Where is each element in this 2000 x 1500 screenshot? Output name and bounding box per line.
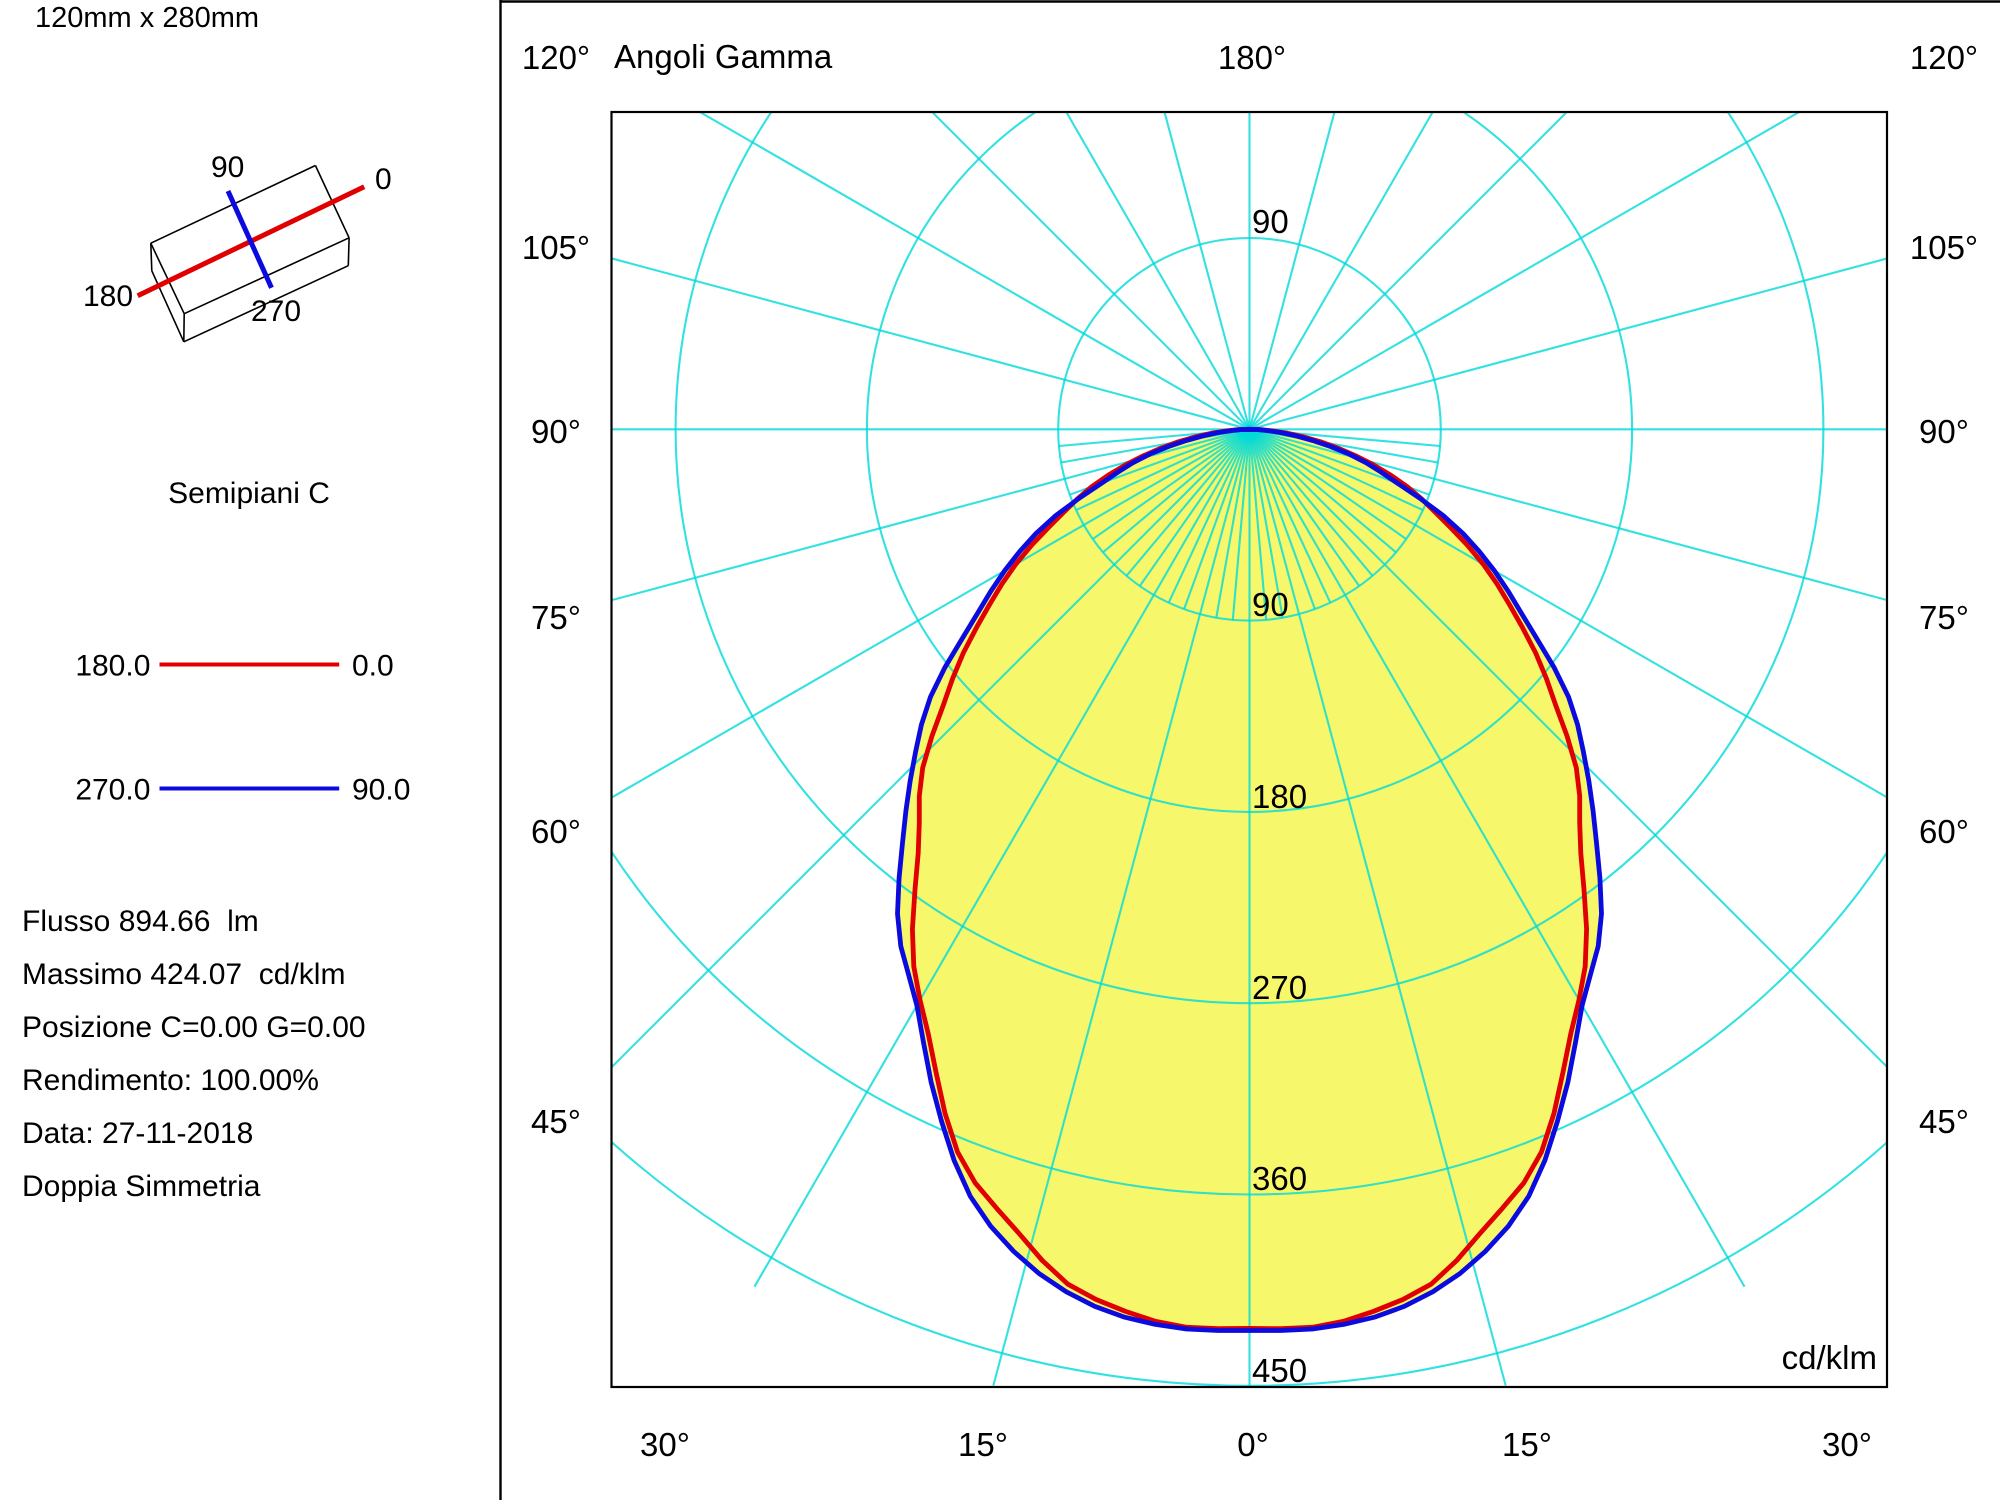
svg-text:Data: 27-11-2018: Data: 27-11-2018	[22, 1117, 253, 1150]
svg-text:cd/klm: cd/klm	[1782, 1339, 1877, 1376]
svg-text:15°: 15°	[1502, 1426, 1552, 1463]
svg-text:180: 180	[1252, 778, 1307, 815]
svg-text:270.0: 270.0	[75, 774, 150, 807]
svg-text:60°: 60°	[1919, 813, 1969, 850]
svg-text:180°: 180°	[1218, 39, 1286, 76]
svg-text:Angoli Gamma: Angoli Gamma	[614, 38, 833, 75]
svg-text:Doppia Simmetria: Doppia Simmetria	[22, 1170, 261, 1203]
svg-text:Massimo 424.07 cd/klm: Massimo 424.07 cd/klm	[22, 958, 345, 991]
svg-text:120°: 120°	[1910, 39, 1978, 76]
svg-text:120mm x 280mm: 120mm x 280mm	[35, 2, 259, 34]
svg-text:105°: 105°	[1910, 229, 1978, 266]
svg-text:360: 360	[1252, 1160, 1307, 1197]
svg-text:90: 90	[1252, 586, 1289, 623]
svg-text:Flusso 894.66 lm: Flusso 894.66 lm	[22, 905, 259, 938]
svg-text:Rendimento: 100.00%: Rendimento: 100.00%	[22, 1064, 319, 1097]
svg-text:90°: 90°	[531, 413, 581, 450]
svg-text:Semipiani C: Semipiani C	[168, 477, 330, 510]
svg-text:15°: 15°	[958, 1426, 1008, 1463]
svg-text:90: 90	[1252, 203, 1289, 240]
svg-text:30°: 30°	[640, 1426, 690, 1463]
svg-text:75°: 75°	[531, 599, 581, 636]
svg-text:0.0: 0.0	[352, 650, 394, 683]
svg-text:45°: 45°	[531, 1103, 581, 1140]
svg-text:270: 270	[1252, 969, 1307, 1006]
svg-text:120°: 120°	[522, 39, 590, 76]
svg-text:Posizione C=0.00 G=0.00: Posizione C=0.00 G=0.00	[22, 1011, 366, 1044]
svg-text:45°: 45°	[1919, 1103, 1969, 1140]
svg-text:270: 270	[251, 295, 301, 328]
svg-text:180: 180	[83, 280, 133, 313]
svg-text:90.0: 90.0	[352, 774, 410, 807]
svg-text:105°: 105°	[522, 229, 590, 266]
svg-text:450: 450	[1252, 1352, 1307, 1389]
svg-text:30°: 30°	[1822, 1426, 1872, 1463]
svg-text:60°: 60°	[531, 813, 581, 850]
svg-text:90: 90	[211, 151, 244, 184]
svg-text:0°: 0°	[1237, 1426, 1269, 1463]
svg-text:90°: 90°	[1919, 413, 1969, 450]
svg-text:0: 0	[375, 163, 392, 196]
svg-text:75°: 75°	[1919, 599, 1969, 636]
svg-text:180.0: 180.0	[75, 650, 150, 683]
